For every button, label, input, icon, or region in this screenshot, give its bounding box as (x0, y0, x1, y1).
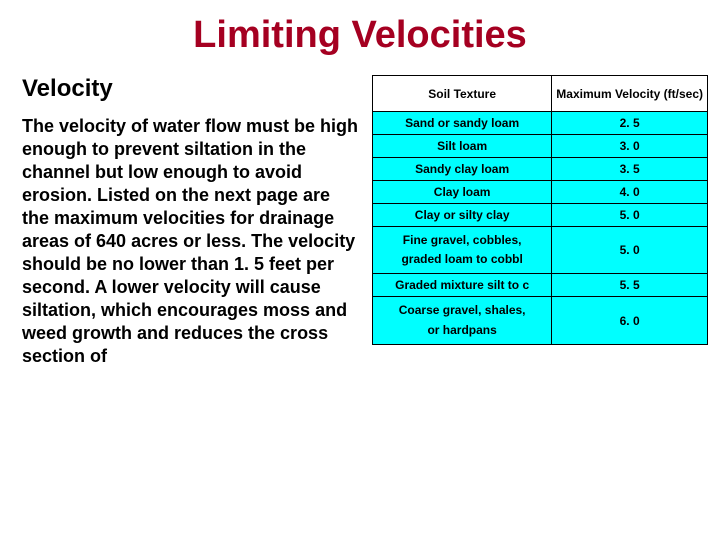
table-row: Sand or sandy loam2. 5 (373, 112, 708, 135)
table-row: Graded mixture silt to c5. 5 (373, 274, 708, 297)
cell-soil: Sand or sandy loam (373, 112, 552, 135)
left-column: Velocity The velocity of water flow must… (22, 75, 362, 368)
cell-soil: Clay loam (373, 181, 552, 204)
cell-soil: Coarse gravel, shales,or hardpans (373, 297, 552, 344)
table-row: Clay or silty clay5. 0 (373, 204, 708, 227)
cell-value: 5. 0 (552, 204, 708, 227)
velocity-table: Soil Texture Maximum Velocity (ft/sec) S… (372, 75, 708, 345)
cell-soil: Silt loam (373, 135, 552, 158)
table-row: Fine gravel, cobbles,graded loam to cobb… (373, 227, 708, 274)
table-row: Clay loam4. 0 (373, 181, 708, 204)
cell-value: 3. 5 (552, 158, 708, 181)
table-row: Silt loam3. 0 (373, 135, 708, 158)
table-header-soil: Soil Texture (373, 76, 552, 112)
table-row: Coarse gravel, shales,or hardpans6. 0 (373, 297, 708, 344)
cell-soil: Graded mixture silt to c (373, 274, 552, 297)
cell-value: 4. 0 (552, 181, 708, 204)
cell-value: 5. 0 (552, 227, 708, 274)
cell-soil: Fine gravel, cobbles,graded loam to cobb… (373, 227, 552, 274)
table-header-velocity: Maximum Velocity (ft/sec) (552, 76, 708, 112)
cell-value: 3. 0 (552, 135, 708, 158)
cell-soil: Sandy clay loam (373, 158, 552, 181)
cell-soil: Clay or silty clay (373, 204, 552, 227)
section-subtitle: Velocity (22, 75, 362, 103)
table-row: Sandy clay loam3. 5 (373, 158, 708, 181)
cell-value: 2. 5 (552, 112, 708, 135)
cell-value: 5. 5 (552, 274, 708, 297)
page-title: Limiting Velocities (0, 14, 720, 57)
right-column: Soil Texture Maximum Velocity (ft/sec) S… (372, 75, 708, 368)
body-paragraph: The velocity of water flow must be high … (22, 115, 362, 368)
cell-value: 6. 0 (552, 297, 708, 344)
content-area: Velocity The velocity of water flow must… (0, 75, 720, 368)
